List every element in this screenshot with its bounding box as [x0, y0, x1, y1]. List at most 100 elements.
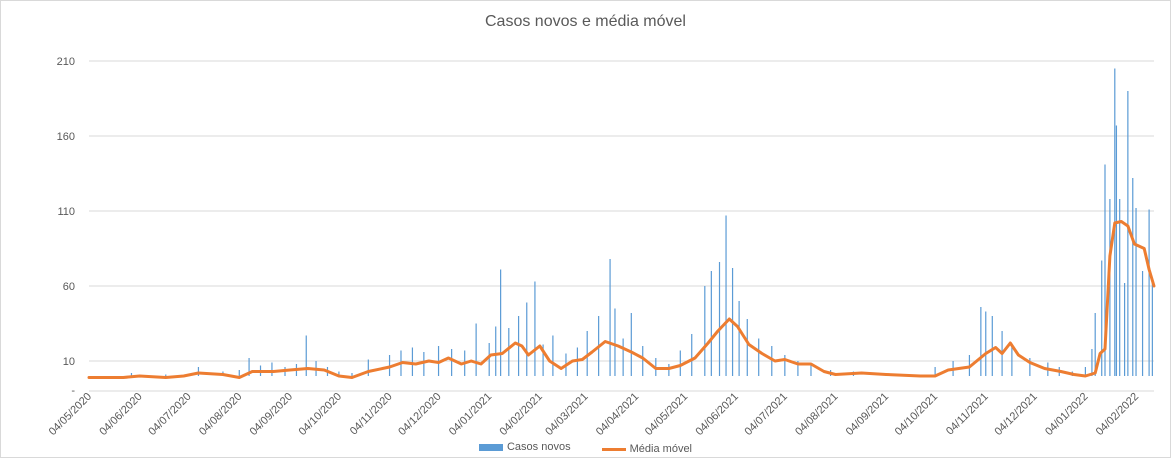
bar: [614, 308, 616, 376]
legend-label-media-movel: Média móvel: [629, 443, 692, 455]
bar: [1029, 358, 1031, 376]
x-tick-label: 04/11/2021: [944, 391, 991, 438]
x-tick-label: 04/12/2020: [396, 391, 443, 438]
x-tick-label: 04/05/2021: [643, 391, 690, 438]
bar: [248, 358, 250, 376]
y-tick-label: 160: [57, 131, 75, 143]
bar: [797, 361, 799, 376]
bar: [991, 316, 993, 376]
bar: [495, 326, 497, 376]
x-tick-label: 04/10/2020: [297, 391, 344, 438]
bar: [1104, 164, 1106, 376]
bar: [500, 269, 502, 376]
bar: [586, 331, 588, 376]
legend-label-casos-novos: Casos novos: [506, 441, 571, 453]
x-tick-label: 04/03/2021: [543, 391, 590, 438]
x-tick-label: 04/10/2021: [893, 391, 940, 438]
bar: [980, 307, 982, 376]
y-tick-label: 210: [57, 56, 75, 68]
bar: [338, 371, 340, 376]
bar: [238, 370, 240, 376]
bar: [679, 350, 681, 376]
x-tick-label: 04/01/2022: [1043, 391, 1090, 438]
x-tick-label: 04/08/2021: [793, 391, 840, 438]
bar: [1011, 346, 1013, 376]
legend-swatch-bar: [478, 443, 503, 451]
bar: [758, 338, 760, 376]
bar: [1123, 283, 1126, 376]
x-tick-label: 04/06/2020: [97, 391, 144, 438]
bar: [630, 313, 632, 376]
legend-item-media-movel: Média móvel: [601, 443, 692, 455]
y-tick-label: 60: [63, 281, 75, 293]
bar: [1101, 260, 1103, 376]
chart-title: Casos novos e média móvel: [485, 13, 686, 30]
y-tick-label: -: [71, 385, 75, 397]
legend-swatch-line: [601, 447, 626, 451]
bar: [552, 335, 554, 376]
bar: [451, 349, 453, 376]
y-tick-label: 110: [57, 206, 75, 218]
bar: [534, 281, 536, 376]
bar: [771, 346, 773, 376]
bar: [1148, 209, 1150, 376]
bar: [1115, 125, 1118, 376]
bar: [934, 367, 936, 376]
y-tick-label: 10: [63, 356, 75, 368]
bar: [305, 335, 307, 376]
bar: [725, 215, 727, 376]
x-tick-label: 04/09/2020: [248, 391, 295, 438]
bar: [710, 271, 712, 376]
bar: [810, 364, 812, 376]
bar: [1119, 199, 1121, 376]
x-tick-label: 04/12/2021: [992, 391, 1039, 438]
legend-item-casos-novos: Casos novos: [478, 441, 571, 453]
bar: [423, 352, 425, 376]
x-tick-label: 04/11/2020: [348, 391, 395, 438]
bar: [1091, 349, 1093, 376]
x-tick-label: 04/01/2021: [447, 391, 494, 438]
bar: [1084, 367, 1086, 376]
bar: [411, 347, 414, 376]
x-tick-label: 04/06/2021: [694, 391, 741, 438]
x-tick-label: 04/02/2022: [1094, 391, 1141, 438]
bar: [718, 262, 721, 376]
x-tick-label: 04/07/2021: [743, 391, 790, 438]
bar: [1127, 91, 1129, 376]
bar: [1094, 313, 1096, 376]
bar: [642, 346, 644, 376]
bar: [542, 344, 544, 376]
bar: [738, 301, 740, 376]
bar: [351, 373, 353, 376]
x-tick-label: 04/09/2021: [844, 391, 891, 438]
bar: [1109, 199, 1111, 376]
moving-average-line: [87, 220, 1156, 379]
x-tick-label: 04/08/2020: [197, 391, 244, 438]
bar: [1151, 283, 1153, 376]
bar: [609, 259, 611, 376]
x-tick-label: 04/02/2021: [498, 391, 545, 438]
bar: [508, 328, 510, 376]
bar: [784, 355, 786, 376]
bar: [526, 302, 528, 376]
x-tick-label: 04/07/2020: [146, 391, 193, 438]
bar: [165, 374, 167, 376]
bar: [1132, 178, 1134, 376]
bar: [622, 338, 624, 376]
bar: [985, 311, 987, 376]
bar: [746, 319, 748, 376]
chart-legend: Casos novos Média móvel: [1, 441, 1170, 455]
bar: [130, 373, 133, 376]
x-tick-label: 04/05/2020: [47, 391, 94, 438]
bar: [704, 286, 706, 376]
bar: [197, 367, 200, 376]
bar: [1135, 208, 1137, 376]
bar: [1141, 271, 1144, 376]
bar: [367, 359, 369, 376]
bar: [271, 362, 273, 376]
bar: [691, 334, 693, 376]
bar: [488, 343, 490, 376]
x-tick-label: 04/04/2021: [594, 391, 641, 438]
